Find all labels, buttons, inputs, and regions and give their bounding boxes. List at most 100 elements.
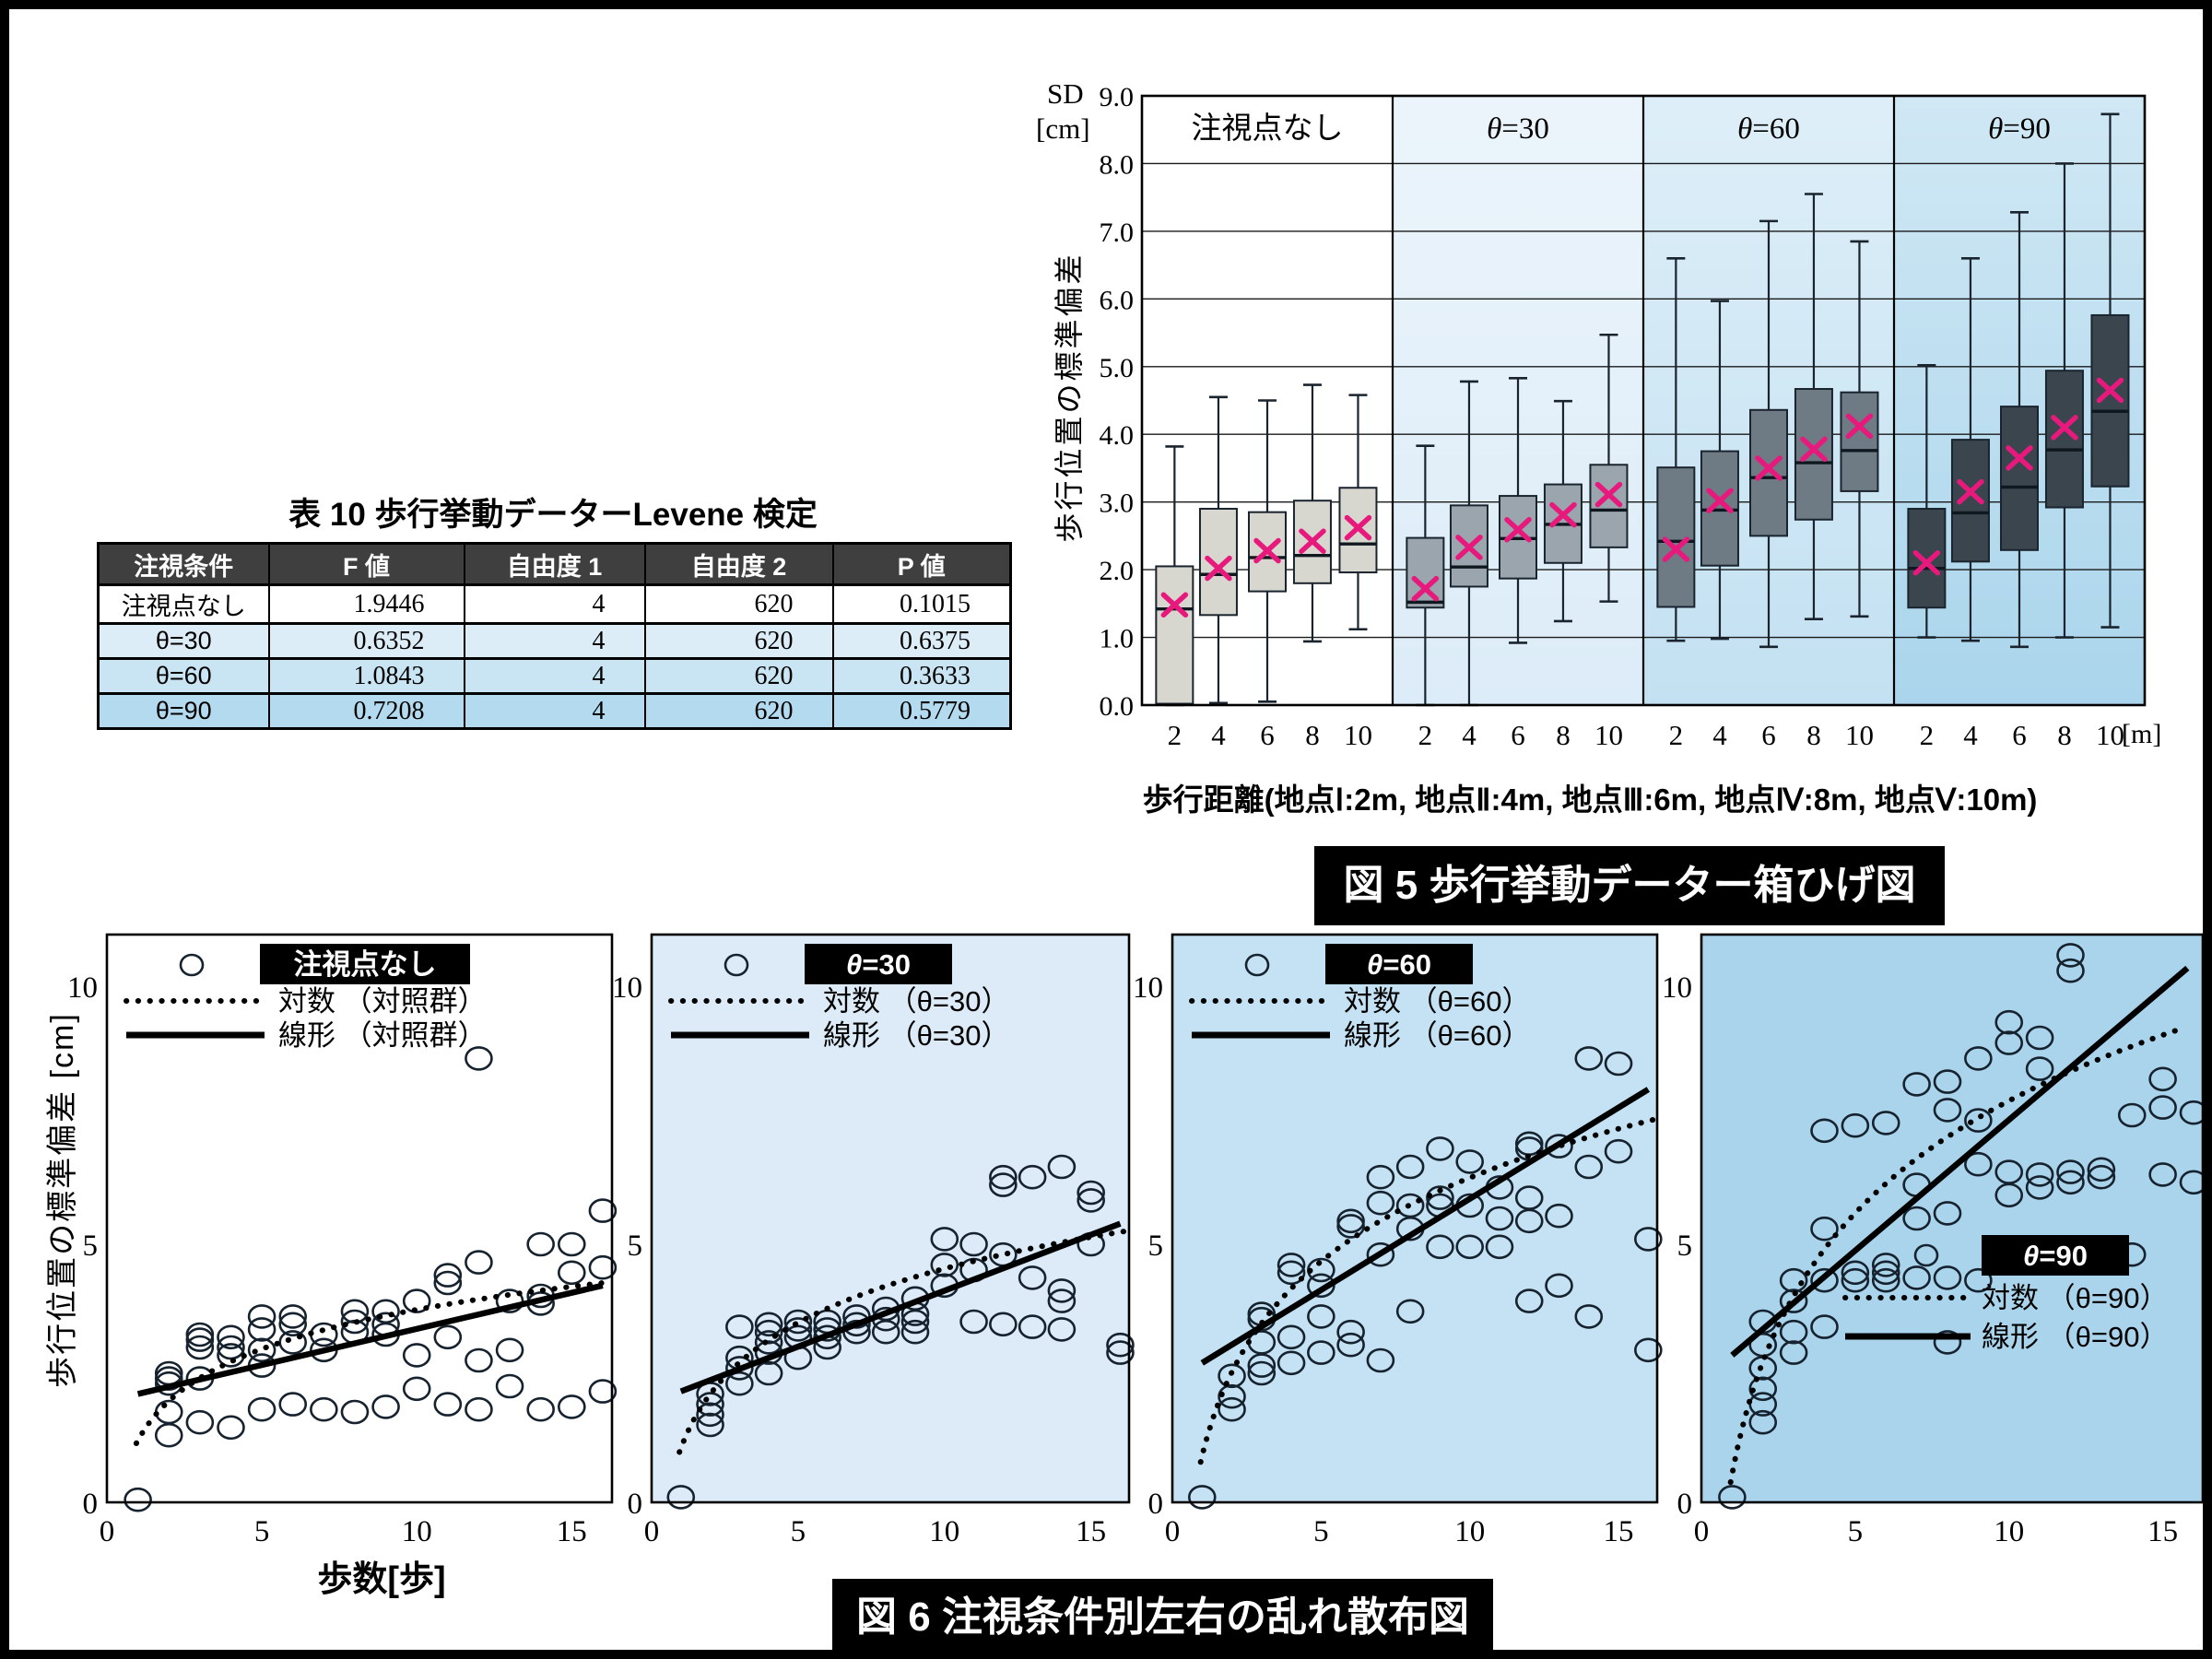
data-point (526, 1396, 555, 1422)
data-point (1841, 1112, 1870, 1138)
axis-or-legend-label: 10 (612, 971, 642, 1005)
table-cell: 4 (463, 583, 646, 625)
data-point (1810, 1216, 1839, 1241)
data-point (1336, 1208, 1365, 1234)
table-cell: 620 (643, 583, 834, 625)
data-point (278, 1304, 308, 1329)
fig5-y-unit-cm: [cm] (1036, 112, 1090, 145)
data-point (1933, 1265, 1962, 1290)
data-point (696, 1402, 724, 1428)
table-row: θ=60 1.0843 4 620 0.3633 (97, 657, 1012, 695)
data-point (1902, 1265, 1931, 1290)
data-point (1485, 1234, 1514, 1260)
table-row: 注視点なし 1.9446 4 620 0.1015 (97, 583, 1012, 625)
data-point (1426, 1136, 1454, 1161)
axis-or-legend-label: 4 (1712, 719, 1727, 751)
data-point (588, 1198, 618, 1223)
data-point (930, 1253, 959, 1277)
data-point (725, 1356, 754, 1381)
axis-or-legend-label: 0 (1165, 1515, 1181, 1548)
table-row: θ=30 0.6352 4 620 0.6375 (97, 622, 1012, 660)
table-cell: 0.3633 (831, 657, 1012, 695)
boxplot-box (1950, 256, 1990, 642)
data-point (433, 1324, 463, 1350)
data-point (1933, 1201, 1962, 1226)
legend-title-box (1982, 1235, 2129, 1276)
data-point (1964, 1046, 1993, 1071)
axis-or-legend-label: 10 (1594, 719, 1623, 751)
axis-or-legend-label: 6 (1511, 719, 1525, 751)
data-point (696, 1412, 724, 1438)
log-fit-line (1727, 1026, 2184, 1486)
data-point (989, 1312, 1018, 1337)
scatter-frame (650, 933, 1131, 1504)
axis-or-legend-label: 0 (83, 1488, 99, 1521)
mean-x-marker (1205, 555, 1232, 582)
axis-or-legend-label: 15 (1076, 1515, 1106, 1548)
axis-or-legend-label: 4 (1211, 719, 1226, 751)
data-point (2056, 1170, 2085, 1195)
data-point (1218, 1383, 1246, 1409)
axis-or-legend-label: 2.0 (1100, 556, 1135, 586)
axis-or-legend-label: 5 (1313, 1515, 1329, 1548)
mean-x-marker (1706, 488, 1734, 513)
axis-or-legend-label: 5 (1677, 1230, 1693, 1263)
boxplot-box (1248, 399, 1287, 703)
data-point (2056, 1159, 2085, 1184)
data-point (1634, 1227, 1663, 1252)
data-point (1871, 1253, 1900, 1277)
table-cell: θ=30 (97, 622, 270, 660)
axis-or-legend-label: θ=60 (1737, 112, 1800, 146)
table-header-cell: 注視条件 (97, 542, 270, 586)
table-cell: 0.6352 (267, 622, 465, 660)
box-iqr (1198, 508, 1238, 617)
levene-table-body: 注視点なし 1.9446 4 620 0.1015 θ=30 0.6352 4 620 0.637… (97, 583, 1012, 730)
log-fit-line (677, 1228, 1129, 1455)
data-point (1748, 1409, 1778, 1435)
boxplot-box (1406, 444, 1445, 707)
scatter-panel: 0 5 10 0 5 10 15 θ=60 対数 （θ=60）線形 （θ=60） (1133, 933, 1663, 1548)
data-point (696, 1392, 724, 1417)
data-point (1545, 1203, 1573, 1229)
table-cell: 1.9446 (267, 583, 465, 625)
data-point (2179, 1100, 2203, 1125)
data-point (725, 1314, 754, 1339)
data-point (247, 1317, 276, 1342)
table-cell: 4 (463, 692, 646, 730)
data-point (1047, 1317, 1077, 1342)
axis-or-legend-label: 0.0 (1100, 691, 1135, 722)
data-point (842, 1312, 871, 1337)
data-point (557, 1260, 586, 1286)
data-point (1366, 1347, 1395, 1373)
data-point (1077, 1180, 1105, 1206)
mean-x-marker (1912, 550, 1941, 576)
axis-or-legend-label: θ=30 (846, 948, 911, 981)
legend-title-box (805, 944, 952, 984)
data-point (2148, 1095, 2177, 1120)
data-point (1395, 1154, 1425, 1180)
data-point (1047, 1154, 1077, 1180)
axis-or-legend-label: 6.0 (1100, 285, 1135, 315)
axis-or-legend-label: 対数 （θ=90） (1982, 1282, 2168, 1314)
box-iqr (2000, 406, 2039, 551)
data-point (217, 1324, 245, 1350)
axis-or-legend-label: 5 (628, 1230, 643, 1263)
legend-title-box (1325, 944, 1473, 984)
data-point (1366, 1241, 1395, 1267)
data-point (247, 1337, 276, 1363)
data-point (1187, 1485, 1217, 1510)
data-point (959, 1309, 988, 1335)
data-point (989, 1164, 1018, 1190)
table-row: θ=90 0.7208 4 620 0.5779 (97, 692, 1012, 730)
data-point (1307, 1304, 1335, 1329)
data-point (1545, 1134, 1573, 1159)
data-point (1366, 1164, 1395, 1190)
data-point (185, 1322, 215, 1347)
box-iqr (1840, 391, 1879, 492)
axis-or-legend-label: 5.0 (1100, 353, 1135, 383)
axis-or-legend-label: 0 (628, 1488, 643, 1521)
axis-or-legend-label: 0 (644, 1515, 660, 1548)
scatter-frame (1171, 933, 1659, 1504)
